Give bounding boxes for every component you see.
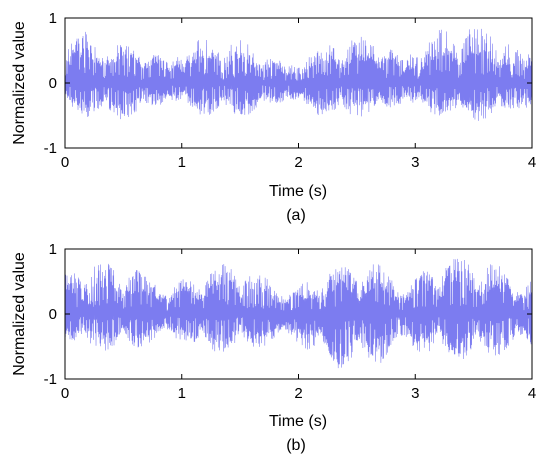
panel-b-ytick-label: 1	[49, 241, 57, 258]
panel-a-xtick-label: 2	[294, 154, 302, 171]
panel-b-caption: (b)	[286, 437, 306, 454]
panel-b-xtick-label: 1	[178, 385, 186, 402]
panel-a: 0 1 2 3 4-101 Time (s) Normalized value (a)	[11, 10, 536, 224]
panel-a-xtick-label: 4	[528, 154, 536, 171]
panel-a-ytick-label: 0	[49, 75, 57, 92]
panel-a-ytick-label: 1	[49, 10, 57, 27]
panel-a-caption: (a)	[286, 207, 306, 224]
panel-b: 0 1 2 3 4-101 Time (s) Normalized value (b)	[11, 241, 536, 454]
panel-b-xtick-label: 0	[61, 385, 69, 402]
panel-a-ylabel: Normalized value	[11, 21, 28, 145]
panel-a-xlabel: Time (s)	[269, 183, 327, 200]
panel-b-ticks: 0 1 2 3 4-101	[44, 241, 537, 402]
panel-a-signal	[64, 28, 533, 121]
panel-b-xlabel: Time (s)	[269, 413, 327, 430]
panel-a-ytick-label: -1	[44, 140, 57, 157]
panel-a-xtick-label: 0	[61, 154, 69, 171]
panel-b-signal	[64, 258, 533, 369]
panel-b-ytick-label: 0	[49, 306, 57, 323]
panel-b-xtick-label: 2	[294, 385, 302, 402]
panel-a-ticks: 0 1 2 3 4-101	[44, 10, 537, 171]
panel-b-ylabel: Normalized value	[11, 252, 28, 376]
panel-a-xtick-label: 1	[178, 154, 186, 171]
panel-b-xtick-label: 4	[528, 385, 536, 402]
panel-a-xtick-label: 3	[411, 154, 419, 171]
panel-b-xtick-label: 3	[411, 385, 419, 402]
panel-b-ytick-label: -1	[44, 371, 57, 388]
